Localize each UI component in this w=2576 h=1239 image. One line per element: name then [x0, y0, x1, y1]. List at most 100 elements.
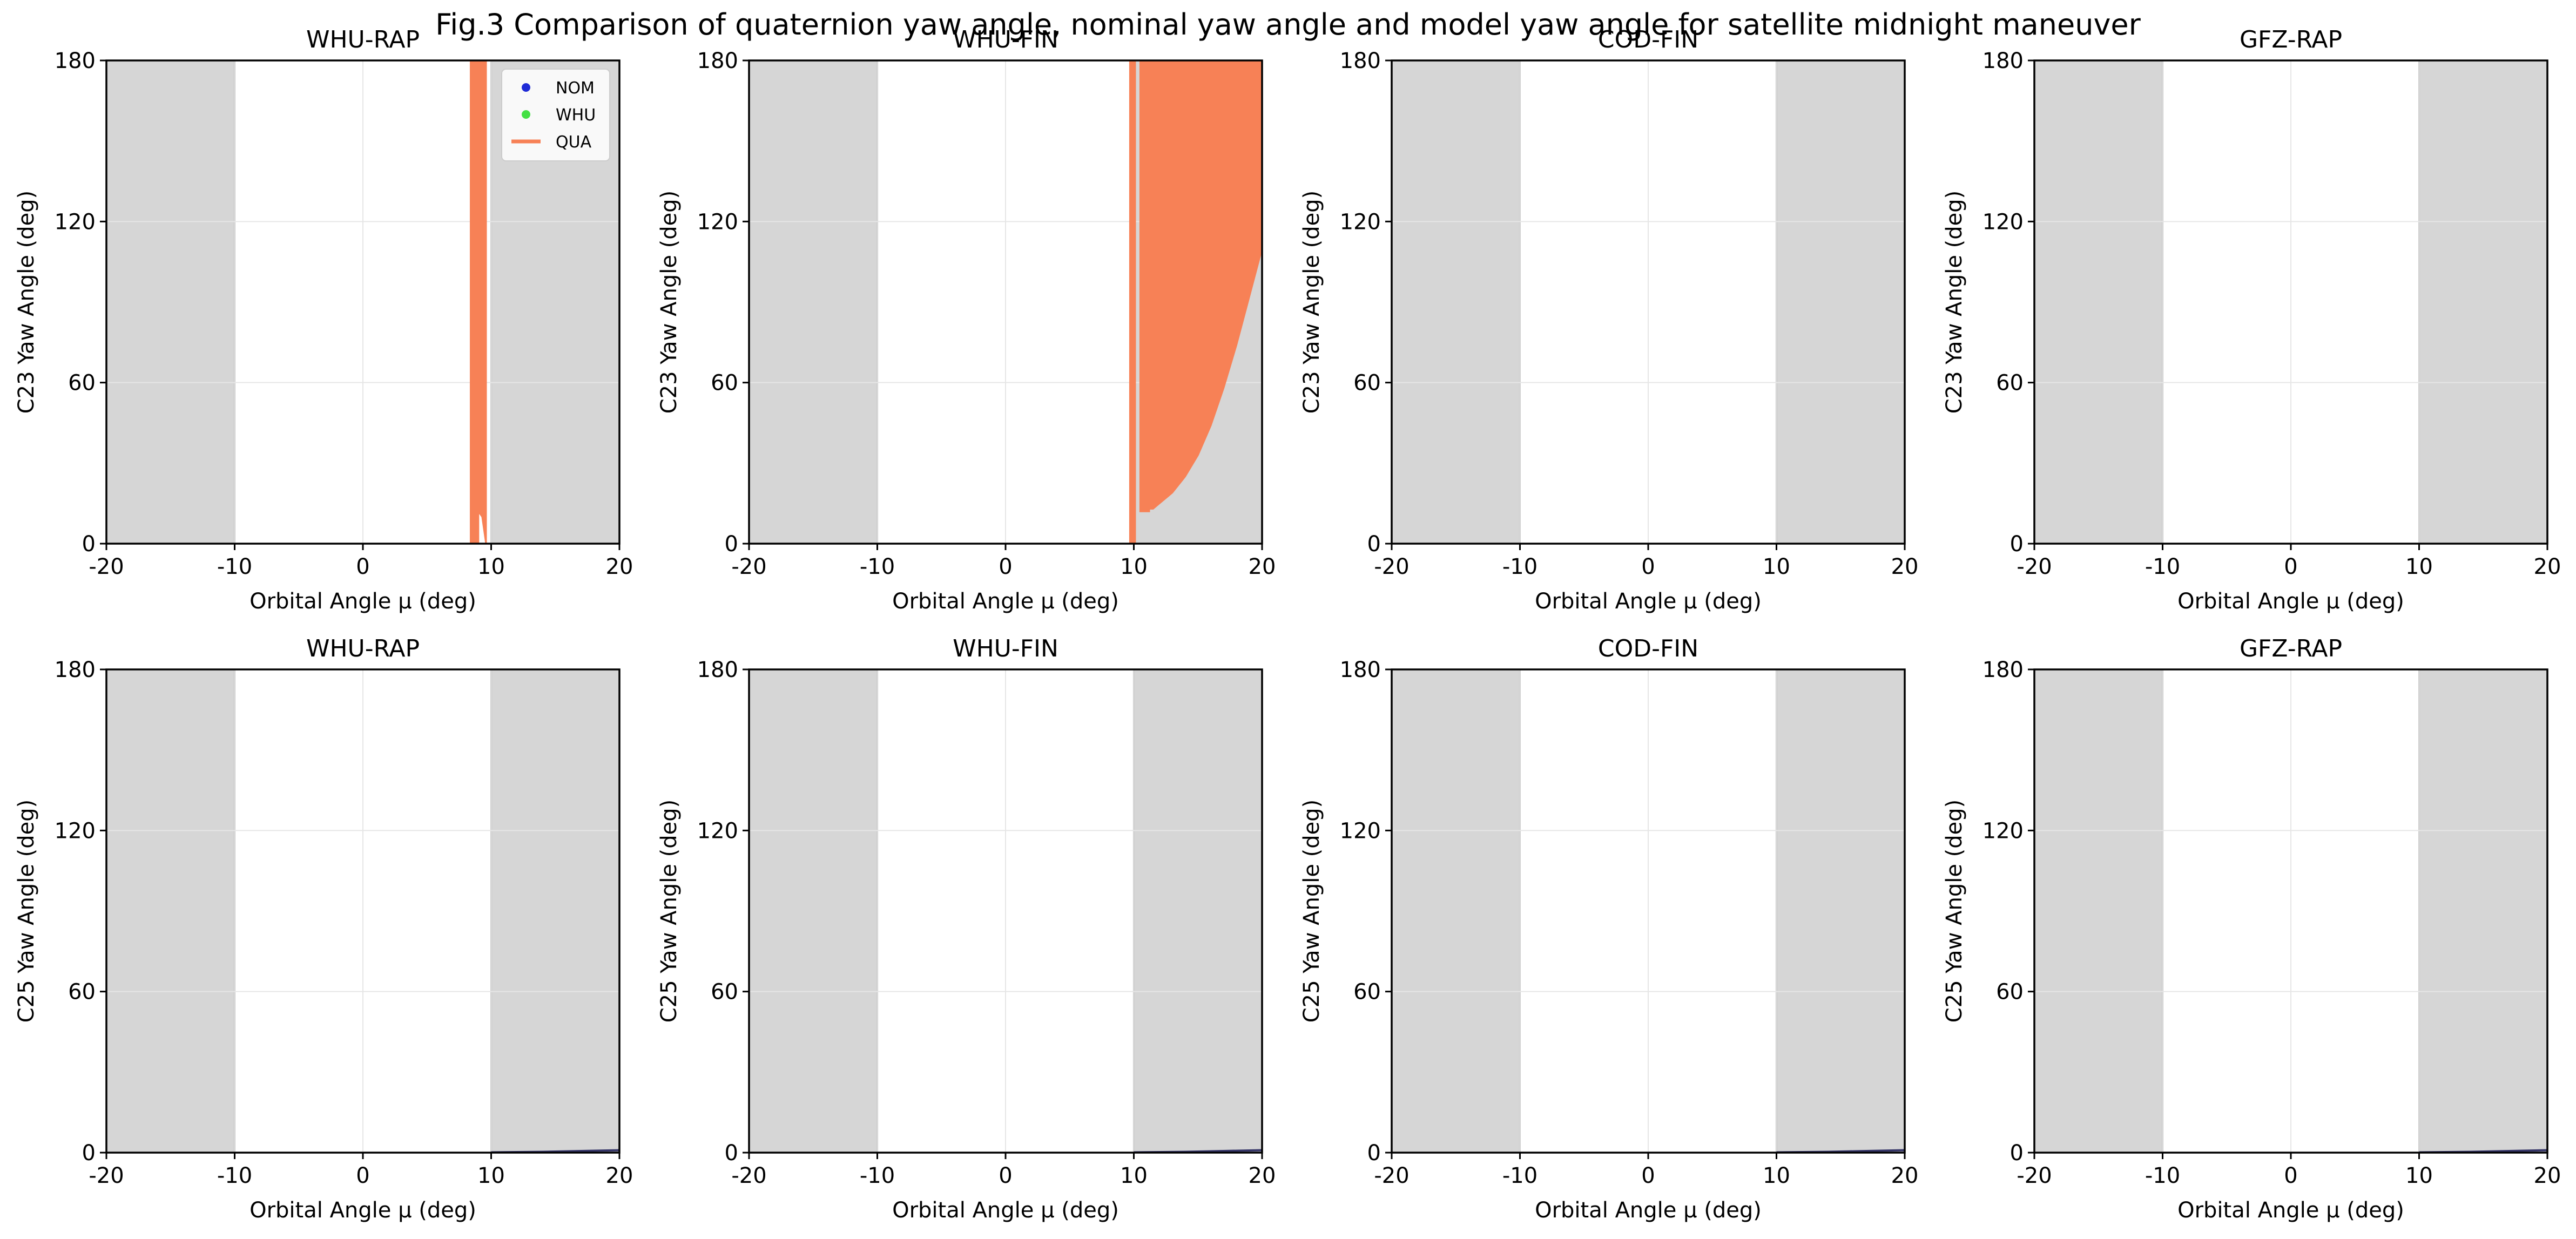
- x-tick-label: -10: [1502, 554, 1537, 579]
- shaded-region: [749, 60, 878, 544]
- x-axis-label: Orbital Angle μ (deg): [892, 589, 1119, 614]
- x-tick-label: -20: [89, 1163, 124, 1188]
- y-tick-label: 120: [1982, 209, 2024, 234]
- subplot-7: -20 -10 0 10 20 0 60 120 180 COD-FIN Orbital Angle…: [1299, 635, 1918, 1223]
- x-axis-label: Orbital Angle μ (deg): [249, 1198, 476, 1223]
- legend-marker-nom: [522, 83, 530, 92]
- legend-label-nom: NOM: [556, 79, 595, 98]
- subplot-4: -20 -10 0 10 20 0 60 120 180 GFZ-RAP Orbital Angle…: [1942, 26, 2561, 614]
- subplot-title: WHU-FIN: [953, 26, 1058, 53]
- x-tick-label: -20: [1374, 1163, 1409, 1188]
- shaded-region: [2034, 60, 2163, 544]
- x-tick-label: 0: [1641, 554, 1655, 579]
- x-tick-label: -10: [860, 554, 895, 579]
- series-qua-area: [1139, 59, 1263, 512]
- y-axis-label: C25 Yaw Angle (deg): [1299, 800, 1324, 1023]
- y-axis-label: C25 Yaw Angle (deg): [657, 800, 682, 1023]
- y-tick-label: 60: [1353, 371, 1381, 396]
- y-tick-label: 0: [1367, 1141, 1381, 1166]
- series-qua-area: [470, 59, 487, 545]
- x-tick-label: -20: [2017, 554, 2052, 579]
- subplot-1: -20 -10 0 10 20 0 60 120 180 WHU-RAP Orbital Angle…: [14, 26, 633, 614]
- shaded-region: [1392, 60, 1520, 544]
- shaded-region: [491, 669, 619, 1153]
- y-tick-label: 60: [1996, 371, 2024, 396]
- y-tick-label: 180: [1982, 658, 2024, 682]
- x-tick-label: 0: [999, 1163, 1012, 1188]
- y-tick-label: 0: [82, 532, 96, 557]
- y-tick-label: 60: [711, 371, 738, 396]
- y-tick-label: 180: [1982, 49, 2024, 73]
- x-tick-label: -10: [217, 1163, 252, 1188]
- x-tick-label: -20: [89, 554, 124, 579]
- legend-frame: [501, 69, 610, 161]
- y-tick-label: 0: [82, 1141, 96, 1166]
- y-axis-label: C25 Yaw Angle (deg): [1942, 800, 1967, 1023]
- x-tick-label: 10: [2405, 1163, 2433, 1188]
- x-tick-label: 10: [1120, 554, 1148, 579]
- y-tick-label: 0: [725, 532, 738, 557]
- y-tick-label: 0: [2010, 532, 2024, 557]
- y-tick-label: 60: [68, 371, 96, 396]
- x-tick-label: 20: [1249, 1163, 1276, 1188]
- y-tick-label: 60: [1996, 980, 2024, 1005]
- subplot-title: WHU-FIN: [953, 635, 1058, 662]
- x-tick-label: 0: [999, 554, 1012, 579]
- x-tick-label: -20: [1374, 554, 1409, 579]
- y-axis-label: C23 Yaw Angle (deg): [1942, 191, 1967, 414]
- x-tick-label: -10: [217, 554, 252, 579]
- y-tick-label: 180: [697, 49, 738, 73]
- subplot-title: WHU-RAP: [306, 26, 420, 53]
- y-tick-label: 180: [55, 49, 96, 73]
- x-tick-label: 0: [2284, 1163, 2297, 1188]
- subplot-title: GFZ-RAP: [2240, 26, 2342, 53]
- y-tick-label: 60: [711, 980, 738, 1005]
- subplot-3: -20 -10 0 10 20 0 60 120 180 COD-FIN Orbital Angle…: [1299, 26, 1918, 614]
- y-tick-label: 120: [1340, 818, 1381, 843]
- subplot-6: -20 -10 0 10 20 0 60 120 180 WHU-FIN Orbital Angle…: [657, 635, 1276, 1223]
- x-tick-label: -10: [1502, 1163, 1537, 1188]
- x-tick-label: 10: [477, 554, 505, 579]
- x-tick-label: 20: [606, 1163, 633, 1188]
- x-tick-label: 0: [1641, 1163, 1655, 1188]
- x-axis-label: Orbital Angle μ (deg): [1535, 1198, 1762, 1223]
- y-tick-label: 180: [1340, 49, 1381, 73]
- x-tick-label: 0: [2284, 554, 2297, 579]
- subplot-title: GFZ-RAP: [2240, 635, 2342, 662]
- shaded-region: [1776, 60, 1905, 544]
- x-axis-label: Orbital Angle μ (deg): [249, 589, 476, 614]
- shaded-region: [2419, 669, 2547, 1153]
- shaded-region: [1134, 669, 1262, 1153]
- subplot-8: -20 -10 0 10 20 0 60 120 180 GFZ-RAP Orbital Angle…: [1942, 635, 2561, 1223]
- y-axis-label: C23 Yaw Angle (deg): [1299, 191, 1324, 414]
- figure-title: Fig.3 Comparison of quaternion yaw angle…: [435, 8, 2141, 42]
- shaded-region: [1392, 669, 1520, 1153]
- y-tick-label: 0: [725, 1141, 738, 1166]
- y-tick-label: 120: [1982, 818, 2024, 843]
- legend: NOM WHU QUA: [501, 69, 610, 161]
- x-tick-label: -10: [2145, 1163, 2180, 1188]
- y-tick-label: 120: [697, 818, 738, 843]
- x-tick-label: 10: [477, 1163, 505, 1188]
- y-tick-label: 180: [55, 658, 96, 682]
- y-axis-label: C25 Yaw Angle (deg): [14, 800, 39, 1023]
- x-tick-label: 20: [2534, 1163, 2561, 1188]
- y-tick-label: 120: [1340, 209, 1381, 234]
- shaded-region: [749, 669, 878, 1153]
- x-tick-label: -20: [2017, 1163, 2052, 1188]
- x-axis-label: Orbital Angle μ (deg): [892, 1198, 1119, 1223]
- x-tick-label: 0: [356, 554, 369, 579]
- x-axis-label: Orbital Angle μ (deg): [2177, 1198, 2404, 1223]
- y-tick-label: 60: [1353, 980, 1381, 1005]
- series-qua-area: [1129, 59, 1136, 545]
- y-tick-label: 180: [1340, 658, 1381, 682]
- shaded-region: [106, 60, 235, 544]
- x-tick-label: 20: [1891, 554, 1919, 579]
- x-tick-label: 20: [2534, 554, 2561, 579]
- x-tick-label: 10: [1120, 1163, 1148, 1188]
- x-tick-label: -10: [860, 1163, 895, 1188]
- legend-label-qua: QUA: [556, 133, 592, 152]
- y-tick-label: 60: [68, 980, 96, 1005]
- y-tick-label: 120: [55, 209, 96, 234]
- x-tick-label: 10: [1763, 554, 1790, 579]
